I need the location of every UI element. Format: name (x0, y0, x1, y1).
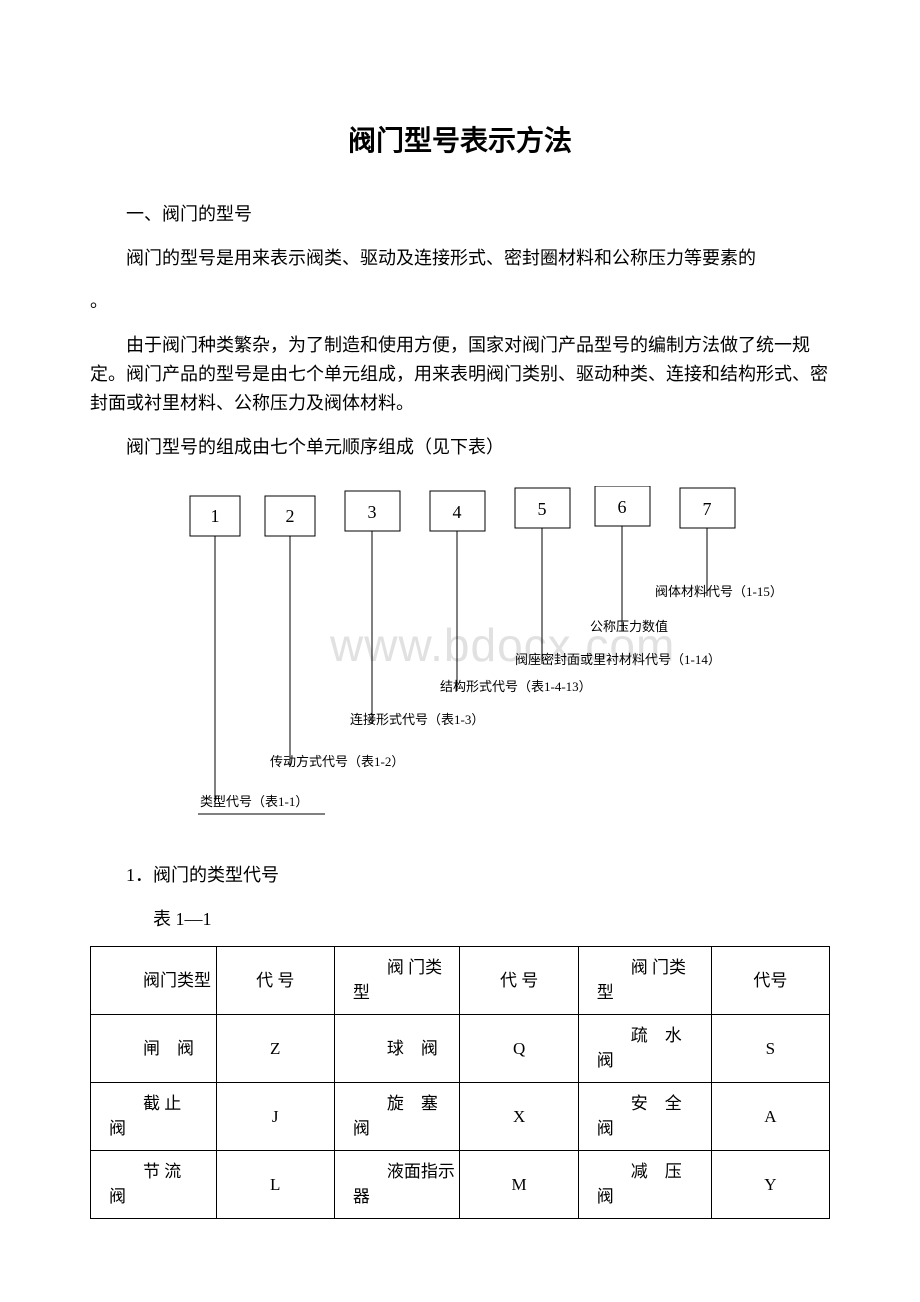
table-cell: S (711, 1014, 829, 1082)
table-cell: 安 全 阀 (578, 1082, 711, 1150)
table-cell: L (216, 1150, 334, 1218)
table-row: 闸 阀 Z 球 阀 Q 疏 水 阀 S (91, 1014, 830, 1082)
svg-text:1: 1 (211, 506, 220, 526)
valve-type-table: 阀门类型 代 号 阀 门类 型 代 号 阀 门类 型 代号 闸 阀 Z 球 阀 … (90, 946, 830, 1219)
table-row: 截 止 阀 J 旋 塞 阀 X 安 全 阀 A (91, 1082, 830, 1150)
table-header-cell: 阀门类型 (91, 946, 217, 1014)
table-cell: Q (460, 1014, 578, 1082)
table-header-row: 阀门类型 代 号 阀 门类 型 代 号 阀 门类 型 代号 (91, 946, 830, 1014)
table-header-cell: 代号 (711, 946, 829, 1014)
diagram-boxes: 1 2 3 4 5 6 7 (190, 486, 735, 536)
table-cell: Y (711, 1150, 829, 1218)
table-header-cell: 阀 门类 型 (334, 946, 460, 1014)
svg-text:类型代号（表1-1）: 类型代号（表1-1） (200, 794, 308, 809)
svg-text:公称压力数值: 公称压力数值 (590, 619, 668, 634)
svg-text:4: 4 (453, 502, 462, 522)
paragraph-1: 阀门的型号是用来表示阀类、驱动及连接形式、密封圈材料和公称压力等要素的 (90, 244, 830, 273)
svg-text:结构形式代号（表1-4-13）: 结构形式代号（表1-4-13） (440, 679, 592, 694)
paragraph-2: 由于阀门种类繁杂，为了制造和使用方便，国家对阀门产品型号的编制方法做了统一规定。… (90, 331, 830, 417)
table-cell: 节 流 阀 (91, 1150, 217, 1218)
table-header-cell: 阀 门类 型 (578, 946, 711, 1014)
paragraph-1-tail: 。 (90, 287, 830, 316)
svg-text:6: 6 (618, 497, 627, 517)
svg-text:阀体材料代号（1-15）: 阀体材料代号（1-15） (655, 584, 783, 599)
table-cell: 球 阀 (334, 1014, 460, 1082)
table-header-cell: 代 号 (216, 946, 334, 1014)
table-cell: 疏 水 阀 (578, 1014, 711, 1082)
table-header-cell: 代 号 (460, 946, 578, 1014)
table-1-caption: 表 1—1 (90, 905, 830, 934)
svg-text:7: 7 (703, 499, 712, 519)
table-cell: 液面指示 器 (334, 1150, 460, 1218)
svg-text:连接形式代号（表1-3）: 连接形式代号（表1-3） (350, 712, 484, 727)
table-cell: 闸 阀 (91, 1014, 217, 1082)
svg-text:3: 3 (368, 502, 377, 522)
subsection-1-heading: 1．阀门的类型代号 (90, 861, 830, 890)
page-title: 阀门型号表示方法 (90, 120, 830, 165)
table-cell: A (711, 1082, 829, 1150)
section-heading-1: 一、阀门的型号 (90, 200, 830, 229)
table-row: 节 流 阀 L 液面指示 器 M 减 压 阀 Y (91, 1150, 830, 1218)
svg-text:阀座密封面或里衬材料代号（1-14）: 阀座密封面或里衬材料代号（1-14） (515, 652, 721, 667)
table-cell: M (460, 1150, 578, 1218)
table-cell: X (460, 1082, 578, 1150)
paragraph-3: 阀门型号的组成由七个单元顺序组成（见下表） (90, 433, 830, 462)
valve-model-diagram: www.bdocx.com 1 2 3 4 5 6 7 阀体材料代号（1-15） (90, 486, 830, 836)
table-cell: 旋 塞 阀 (334, 1082, 460, 1150)
table-cell: 截 止 阀 (91, 1082, 217, 1150)
table-cell: Z (216, 1014, 334, 1082)
table-cell: J (216, 1082, 334, 1150)
table-cell: 减 压 阀 (578, 1150, 711, 1218)
svg-text:2: 2 (286, 506, 295, 526)
svg-text:5: 5 (538, 499, 547, 519)
svg-text:传动方式代号（表1-2）: 传动方式代号（表1-2） (270, 754, 404, 769)
